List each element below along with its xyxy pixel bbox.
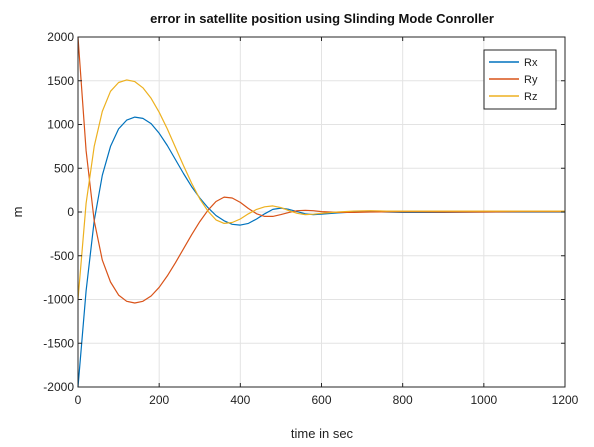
series-line-rz (77, 79, 565, 300)
x-tick-label: 200 (149, 393, 169, 407)
y-tick-label: 1500 (47, 74, 74, 88)
y-tick-label: 2000 (47, 30, 74, 44)
y-tick-label: -500 (50, 249, 74, 263)
legend-label-rx: Rx (524, 57, 538, 69)
x-tick-label: 800 (393, 393, 413, 407)
x-tick-label: 1200 (552, 393, 579, 407)
x-tick-label: 0 (75, 393, 82, 407)
x-axis-label: time in sec (291, 426, 354, 441)
y-tick-label: 500 (54, 161, 74, 175)
x-tick-label: 1000 (470, 393, 497, 407)
chart-title: error in satellite position using Slindi… (150, 11, 494, 26)
plot-area: 0 200 400 600 800 1000 1200 -2000 -1500 -1000 -500… (43, 30, 578, 407)
x-tick-label: 400 (230, 393, 250, 407)
y-tick-label: -1500 (43, 336, 74, 350)
y-tick-label: -2000 (43, 380, 74, 394)
legend-label-ry: Ry (524, 74, 538, 86)
y-axis-label: m (10, 207, 25, 218)
y-tick-label: 0 (67, 205, 74, 219)
x-tick-label: 600 (311, 393, 331, 407)
series-line-ry (77, 36, 565, 304)
y-tick-label: 1000 (47, 118, 74, 132)
legend-label-rz: Rz (524, 91, 537, 103)
y-tick-label: -1000 (43, 293, 74, 307)
